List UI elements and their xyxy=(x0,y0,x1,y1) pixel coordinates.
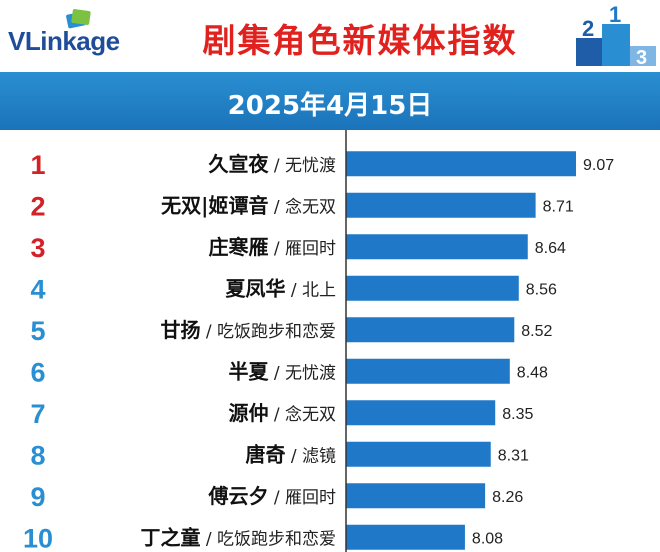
bar-label: 半夏 / 无忧渡 xyxy=(228,359,336,383)
date-label: 2025年4月15日 xyxy=(227,91,433,121)
show-name: 吃饭跑步和恋爱 xyxy=(217,321,336,342)
show-name: 念无双 xyxy=(285,404,336,425)
bar-label: 久宣夜 / 无忧渡 xyxy=(208,152,336,176)
character-name: 甘扬 xyxy=(160,318,200,342)
logo-text: VLinkage xyxy=(8,26,120,56)
show-name: 雁回时 xyxy=(285,488,336,508)
show-name: 滤镜 xyxy=(302,446,336,466)
rank-number: 2 xyxy=(30,191,45,221)
podium-number-1: 1 xyxy=(609,4,621,27)
label-separator: / xyxy=(268,488,285,508)
value-label: 9.07 xyxy=(583,157,614,174)
rank-number: 5 xyxy=(30,316,45,346)
rank-number: 10 xyxy=(23,523,53,552)
character-name: 无双|姬谭音 xyxy=(161,193,268,217)
character-name: 半夏 xyxy=(228,359,269,383)
header: VLinkage 剧集角色新媒体指数 2 1 3 xyxy=(0,0,660,72)
value-label: 8.31 xyxy=(498,447,529,464)
label-separator: / xyxy=(268,239,285,259)
bar-label: 源仲 / 念无双 xyxy=(228,401,336,425)
bar-label: 傅云夕 / 雁回时 xyxy=(207,484,336,508)
character-name: 久宣夜 xyxy=(208,152,269,176)
bar-label: 甘扬 / 吃饭跑步和恋爱 xyxy=(160,318,336,342)
podium-number-2: 2 xyxy=(582,16,594,41)
label-separator: / xyxy=(268,197,285,217)
bar xyxy=(346,192,536,218)
value-label: 8.26 xyxy=(492,489,523,506)
bar xyxy=(346,151,576,177)
value-label: 8.64 xyxy=(535,240,566,257)
bar xyxy=(346,234,528,260)
bar xyxy=(346,317,515,343)
show-name: 念无双 xyxy=(285,196,336,217)
rank-number: 6 xyxy=(30,357,45,387)
character-name: 傅云夕 xyxy=(207,484,268,508)
rank-number: 3 xyxy=(30,233,45,263)
show-name: 无忧渡 xyxy=(285,363,336,383)
logo-badge-icon xyxy=(66,9,91,29)
label-separator: / xyxy=(200,529,217,549)
value-label: 8.52 xyxy=(521,323,552,340)
date-banner: 2025年4月15日 xyxy=(0,72,660,130)
bar-chart: 1 久宣夜 / 无忧渡 9.07 2 无双|姬谭音 / 念无双 8.71 3 庄寒雁 / 雁回… xyxy=(23,130,614,552)
bar xyxy=(346,441,491,467)
value-label: 8.48 xyxy=(517,364,548,381)
bar xyxy=(346,524,465,550)
bar xyxy=(346,275,519,301)
label-separator: / xyxy=(285,280,302,300)
bar-label: 庄寒雁 / 雁回时 xyxy=(208,235,336,259)
label-separator: / xyxy=(268,405,285,425)
rank-number: 9 xyxy=(30,482,45,512)
character-name: 夏凤华 xyxy=(225,276,285,300)
bar-label: 唐奇 / 滤镜 xyxy=(245,442,336,466)
bar xyxy=(346,483,486,509)
label-separator: / xyxy=(200,322,217,342)
rank-number: 8 xyxy=(30,440,45,470)
podium-icon: 2 1 3 xyxy=(576,4,656,66)
character-name: 庄寒雁 xyxy=(208,235,268,259)
bar xyxy=(346,358,510,384)
character-name: 源仲 xyxy=(228,401,268,425)
rank-number: 7 xyxy=(30,399,45,429)
character-name: 丁之童 xyxy=(140,525,200,549)
bar-label: 丁之童 / 吃饭跑步和恋爱 xyxy=(140,525,336,549)
bar xyxy=(346,400,496,426)
value-label: 8.35 xyxy=(502,406,533,423)
value-label: 8.56 xyxy=(526,281,557,298)
label-separator: / xyxy=(268,363,285,383)
show-name: 北上 xyxy=(302,280,336,300)
bar-label: 无双|姬谭音 / 念无双 xyxy=(161,193,336,217)
podium-number-3: 3 xyxy=(636,47,647,66)
label-separator: / xyxy=(268,156,285,176)
vlinkage-logo: VLinkage xyxy=(8,4,158,68)
bar-label: 夏凤华 / 北上 xyxy=(225,276,336,300)
show-name: 无忧渡 xyxy=(285,156,336,176)
character-name: 唐奇 xyxy=(245,442,285,466)
rank-number: 4 xyxy=(30,274,45,304)
value-label: 8.71 xyxy=(543,198,574,215)
show-name: 吃饭跑步和恋爱 xyxy=(217,528,336,549)
label-separator: / xyxy=(285,446,302,466)
rank-number: 1 xyxy=(30,150,45,180)
page-title: 剧集角色新媒体指数 xyxy=(202,21,518,60)
show-name: 雁回时 xyxy=(285,239,336,259)
value-label: 8.08 xyxy=(472,530,503,547)
